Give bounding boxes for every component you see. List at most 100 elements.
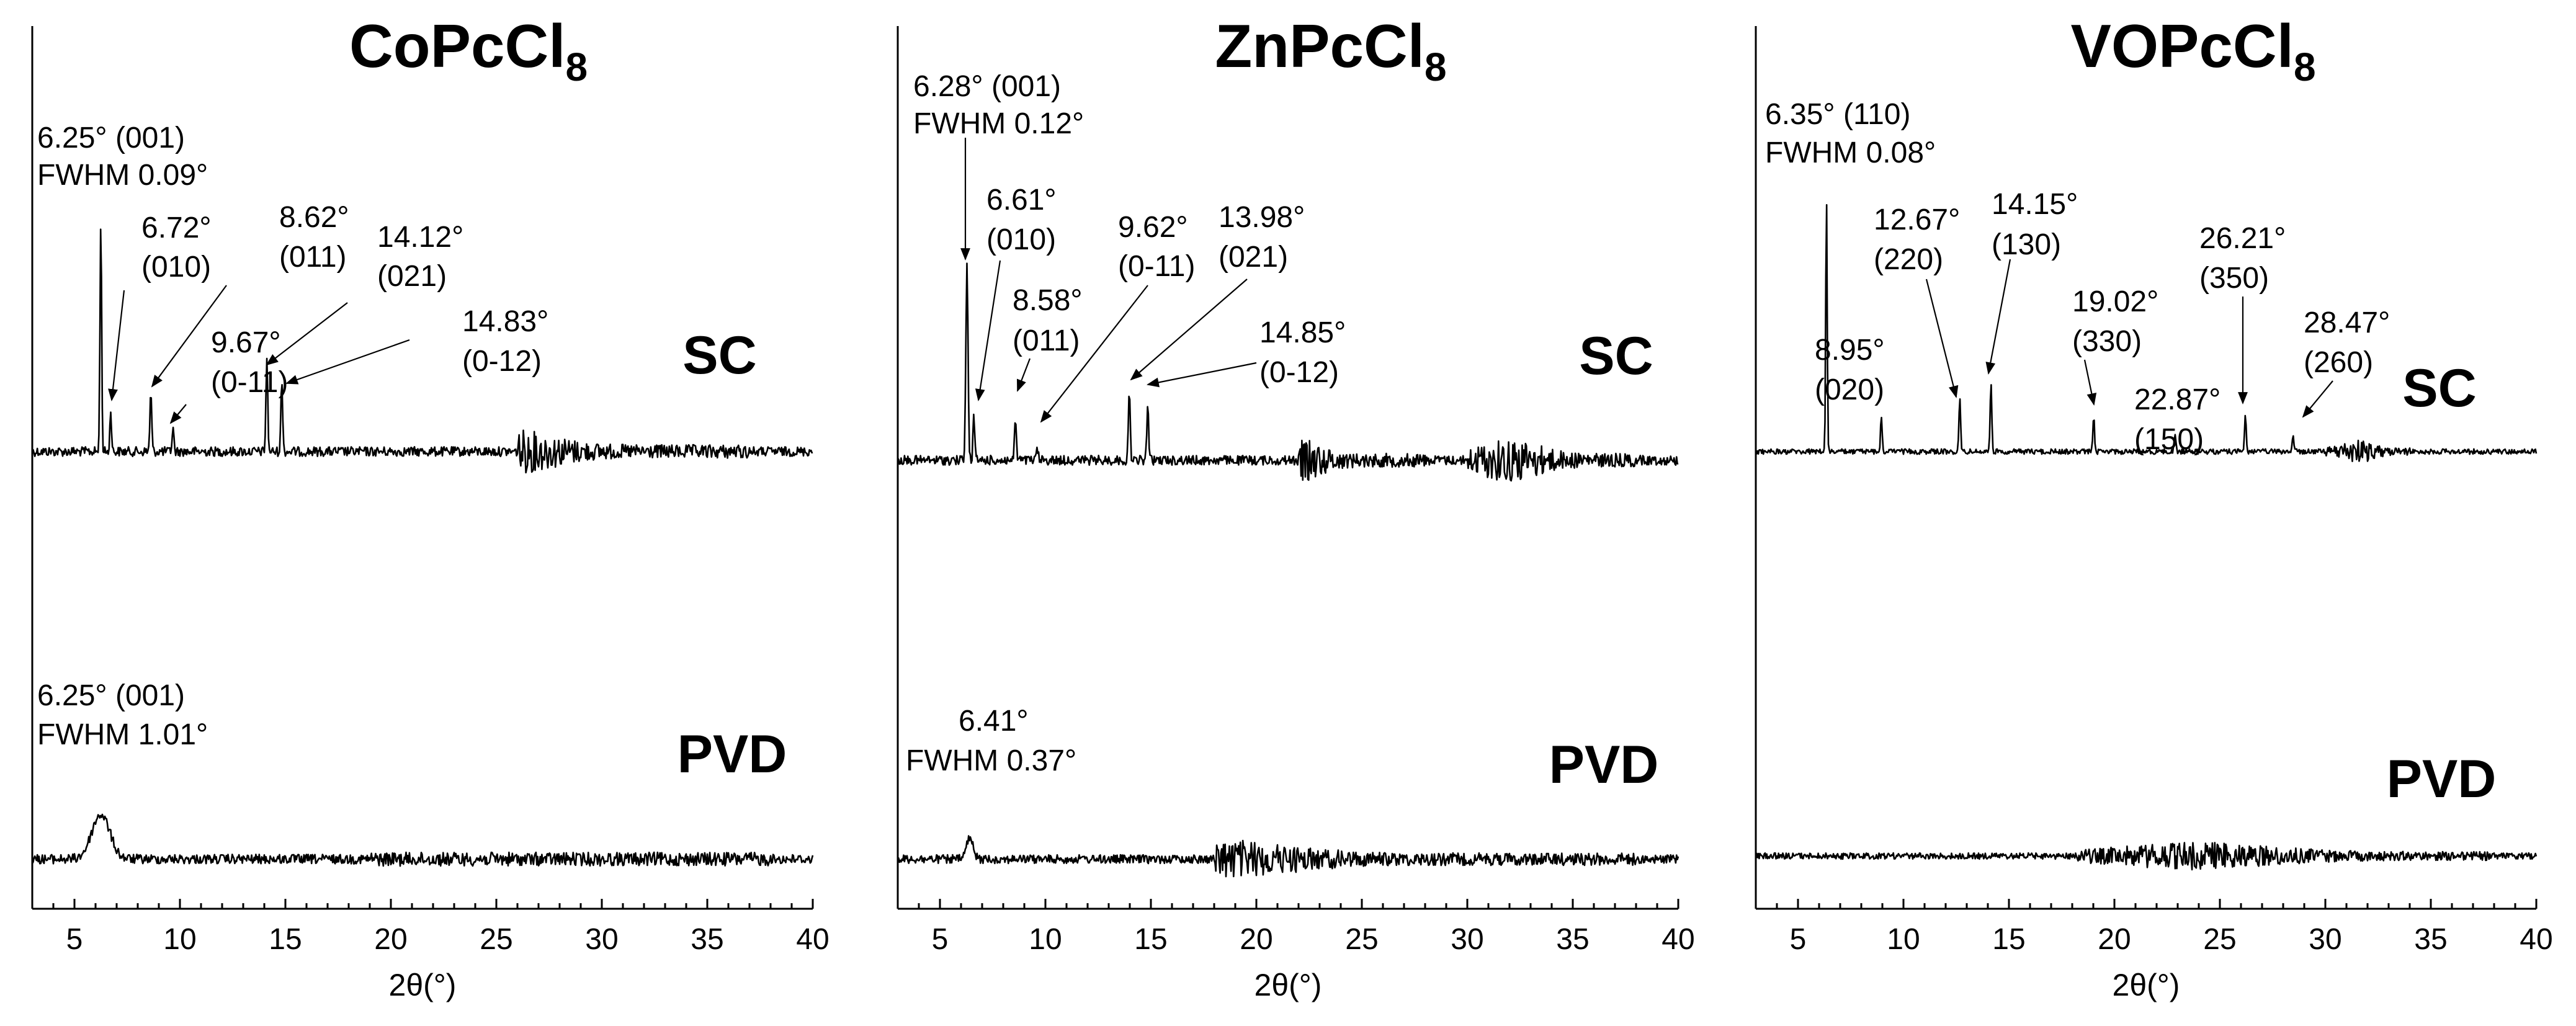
peak-label-detail: (020) xyxy=(1815,373,1884,406)
peak-label-detail: (260) xyxy=(2304,346,2373,379)
x-tick-label: 35 xyxy=(691,923,723,956)
peak-label: 6.28° (001) xyxy=(913,70,1061,103)
peak-label-detail: (0-11) xyxy=(1118,250,1195,283)
peak-label: 8.95° xyxy=(1815,334,1885,367)
x-tick-label: 10 xyxy=(163,923,196,956)
peak-arrow xyxy=(2083,359,2097,406)
peak-label-detail: (011) xyxy=(1013,324,1080,357)
x-tick-label: 35 xyxy=(1556,923,1589,956)
peak-label: 9.67° xyxy=(211,326,281,359)
peak-label-detail: (350) xyxy=(2199,262,2269,295)
x-tick-label: 40 xyxy=(796,923,829,956)
peak-label: 9.62° xyxy=(1118,211,1188,244)
x-tick-label: 20 xyxy=(374,923,407,956)
peak-label: 22.87° xyxy=(2134,383,2220,416)
peak-label: 13.98° xyxy=(1219,201,1305,234)
peak-label: 14.15° xyxy=(1992,188,2078,221)
series-label-sc: SC xyxy=(1579,326,1653,386)
pvd-peak-label: 6.41° xyxy=(959,705,1029,738)
peak-label-detail: (0-11) xyxy=(211,366,288,399)
peak-label: 6.61° xyxy=(986,184,1057,216)
series-label-sc: SC xyxy=(682,326,756,385)
x-tick-label: 30 xyxy=(2309,923,2341,956)
peak-label: 19.02° xyxy=(2072,285,2158,318)
peak-arrow xyxy=(1130,279,1248,381)
peak-arrow xyxy=(1985,259,2011,375)
peak-arrow xyxy=(2302,380,2333,418)
series-label-pvd: PVD xyxy=(2387,749,2497,809)
peak-label-detail: (130) xyxy=(1992,228,2061,261)
x-tick-label: 5 xyxy=(932,923,949,956)
peak-arrow xyxy=(1040,285,1148,423)
peak-label: 6.25° (001) xyxy=(37,122,185,154)
pvd-peak-label-detail: FWHM 1.01° xyxy=(37,718,208,751)
peak-label: 6.35° (110) xyxy=(1765,98,1910,131)
x-tick-label: 5 xyxy=(1790,923,1807,956)
x-tick-label: 30 xyxy=(585,923,618,956)
trace-sc xyxy=(31,228,813,474)
series-label-sc: SC xyxy=(2402,359,2476,418)
x-tick-label: 40 xyxy=(2520,923,2552,956)
peak-label-detail: (220) xyxy=(1874,243,1943,276)
x-axis-label: 2θ(°) xyxy=(1254,968,1322,1002)
panel-copccl: CoPcCl8 5 10 15 20 25 30 35 40 2θ(°) SC PVD 6.25° (0… xyxy=(31,12,830,1002)
x-tick-label: 10 xyxy=(1887,923,1920,956)
x-tick-label: 20 xyxy=(2098,923,2131,956)
x-tick-label: 5 xyxy=(66,923,83,956)
peak-label: 6.72° xyxy=(141,212,212,244)
peak-label-detail: (010) xyxy=(141,251,211,283)
peak-label: 14.12° xyxy=(377,221,463,254)
peak-label: 8.58° xyxy=(1013,284,1083,317)
peak-label: 26.21° xyxy=(2199,222,2286,255)
x-axis-label: 2θ(°) xyxy=(389,968,457,1002)
peak-label-detail: (0-12) xyxy=(1259,356,1339,389)
peak-label-detail: (021) xyxy=(1219,241,1288,274)
peak-arrow xyxy=(169,404,187,424)
x-tick-label: 10 xyxy=(1029,923,1062,956)
peak-arrow xyxy=(151,285,227,388)
peak-arrow xyxy=(1016,358,1031,392)
x-tick-label: 30 xyxy=(1451,923,1483,956)
series-label-pvd: PVD xyxy=(678,725,787,784)
pvd-peak-label-detail: FWHM 0.37° xyxy=(906,744,1076,777)
x-axis-label: 2θ(°) xyxy=(2113,968,2180,1002)
peak-label-detail: (330) xyxy=(2072,325,2142,358)
peak-label-detail: (0-12) xyxy=(462,345,542,378)
peak-arrow xyxy=(975,260,1001,401)
peak-label: 28.47° xyxy=(2304,306,2390,339)
panel-title: ZnPcCl8 xyxy=(1215,12,1446,89)
trace-sc xyxy=(1755,204,2538,462)
peak-label: 14.83° xyxy=(462,305,548,338)
x-tick-label: 25 xyxy=(480,923,512,956)
peak-label-detail: FWHM 0.08° xyxy=(1765,136,1936,169)
trace-pvd xyxy=(31,813,814,867)
peak-arrow xyxy=(285,339,410,385)
x-tick-label: 20 xyxy=(1240,923,1272,956)
trace-pvd xyxy=(897,835,1679,878)
peak-label-detail: (010) xyxy=(986,223,1056,256)
panel-title: CoPcCl8 xyxy=(349,12,588,89)
x-tick-label: 25 xyxy=(1345,923,1378,956)
peak-label-detail: (021) xyxy=(377,260,447,293)
x-tick-label: 15 xyxy=(269,923,302,956)
peak-label-detail: (150) xyxy=(2134,423,2204,456)
x-tick-label: 40 xyxy=(1661,923,1694,956)
peak-label: 14.85° xyxy=(1259,316,1346,349)
x-tick-label: 25 xyxy=(2203,923,2236,956)
peak-label-detail: (011) xyxy=(279,241,347,274)
peak-arrow xyxy=(266,302,348,366)
panel-vopccl: VOPcCl8 5 10 15 20 25 30 35 40 2θ(°) SC PVD 6.35° (1… xyxy=(1755,12,2553,1002)
x-tick-label: 15 xyxy=(1992,923,2025,956)
panel-title: VOPcCl8 xyxy=(2070,12,2315,89)
x-tick-label: 35 xyxy=(2414,923,2447,956)
peak-label: 8.62° xyxy=(279,201,349,234)
peak-label-detail: FWHM 0.12° xyxy=(913,107,1084,140)
panel-znpccl: ZnPcCl8 5 10 15 20 25 30 35 40 2θ(°) SC PVD 6.28° (0… xyxy=(897,12,1695,1002)
peak-label-detail: FWHM 0.09° xyxy=(37,159,208,192)
trace-sc xyxy=(897,262,1679,482)
pvd-peak-label: 6.25° (001) xyxy=(37,679,185,712)
trace-pvd xyxy=(1755,842,2538,871)
peak-arrow xyxy=(1147,362,1257,388)
peak-arrow xyxy=(108,290,125,401)
